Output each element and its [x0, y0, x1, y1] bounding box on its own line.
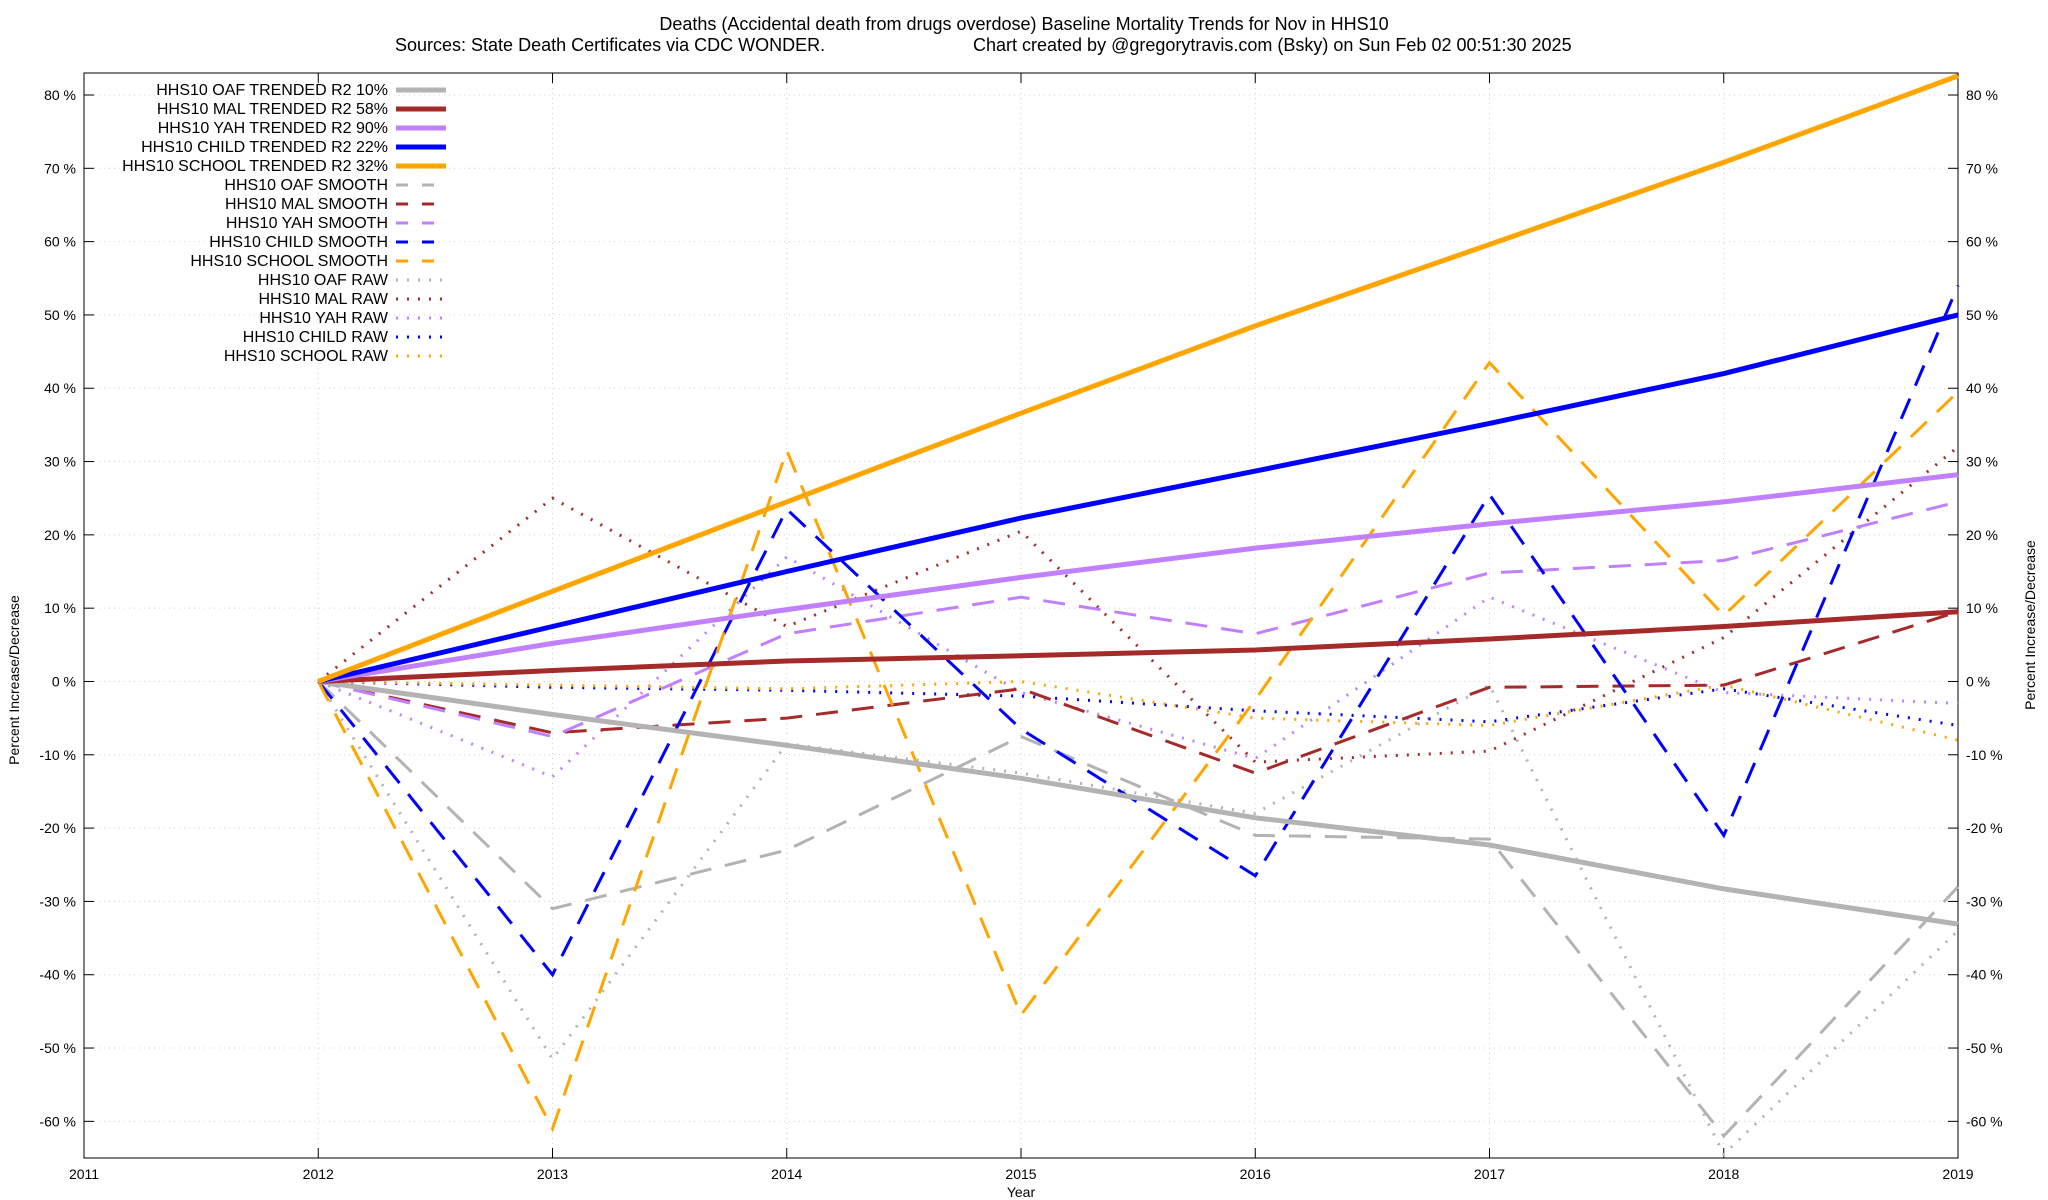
- chart-subtitle-left: Sources: State Death Certificates via CD…: [395, 35, 825, 55]
- legend-label: HHS10 MAL RAW: [258, 291, 388, 308]
- legend-label: HHS10 MAL SMOOTH: [225, 196, 388, 213]
- y-tick-label-right: 70 %: [1966, 160, 1998, 176]
- series-line-hhs10-mal-trended-r2-58: [318, 609, 1959, 684]
- y-tick-label-left: -50 %: [39, 1040, 76, 1056]
- x-tick-label: 2016: [1240, 1166, 1271, 1182]
- y-tick-label-left: 60 %: [44, 234, 76, 250]
- y-tick-label-right: -30 %: [1966, 893, 2003, 909]
- series-line-hhs10-mal-smooth: [317, 610, 1959, 775]
- series-line-hhs10-child-trended-r2-22: [317, 312, 1959, 684]
- y-tick-label-left: 70 %: [44, 160, 76, 176]
- series-line-hhs10-child-smooth: [317, 285, 1960, 978]
- x-tick-label: 2014: [771, 1166, 802, 1182]
- x-tick-label: 2012: [303, 1166, 334, 1182]
- legend-label: HHS10 CHILD TRENDED R2 22%: [141, 139, 388, 156]
- y-tick-label-left: 40 %: [44, 380, 76, 396]
- y-tick-label-right: 40 %: [1966, 380, 1998, 396]
- series-line-hhs10-school-smooth: [316, 360, 1960, 1133]
- legend-label: HHS10 SCHOOL TRENDED R2 32%: [122, 158, 388, 175]
- x-tick-label: 2015: [1005, 1166, 1036, 1182]
- series-line-hhs10-oaf-trended-r2-10: [317, 679, 1959, 927]
- y-tick-label-right: 80 %: [1966, 87, 1998, 103]
- y-tick-label-left: -40 %: [39, 967, 76, 983]
- legend: HHS10 OAF TRENDED R2 10% HHS10 MAL TRENDE…: [122, 82, 446, 365]
- legend-label: HHS10 CHILD SMOOTH: [209, 234, 388, 251]
- x-axis-title: Year: [1007, 1184, 1036, 1200]
- series-line-hhs10-yah-trended-r2-90: [317, 472, 1959, 684]
- legend-label: HHS10 OAF TRENDED R2 10%: [156, 82, 388, 99]
- chart-title: Deaths (Accidental death from drugs over…: [659, 14, 1388, 34]
- y-tick-label-right: -10 %: [1966, 747, 2003, 763]
- y-axis-title-right: Percent Increase/Decrease: [2022, 540, 2038, 710]
- series-line-hhs10-oaf-smooth: [317, 680, 1960, 1139]
- legend-label: HHS10 YAH SMOOTH: [226, 215, 388, 232]
- y-tick-label-right: 60 %: [1966, 234, 1998, 250]
- legend-label: HHS10 OAF SMOOTH: [224, 177, 388, 194]
- x-tick-label: 2011: [69, 1166, 99, 1182]
- x-tick-label: 2013: [537, 1166, 568, 1182]
- y-tick-label-left: 20 %: [44, 527, 76, 543]
- legend-label: HHS10 CHILD RAW: [243, 329, 389, 346]
- y-tick-label-left: 0 %: [52, 673, 76, 689]
- x-tick-label: 2017: [1474, 1166, 1505, 1182]
- y-tick-label-right: -20 %: [1966, 820, 2003, 836]
- y-tick-label-right: 50 %: [1966, 307, 1998, 323]
- y-tick-label-left: 30 %: [44, 454, 76, 470]
- series-line-hhs10-school-trended-r2-32: [317, 73, 1959, 684]
- y-tick-label-right: 20 %: [1966, 527, 1998, 543]
- y-tick-label-left: -30 %: [39, 893, 76, 909]
- series-line-hhs10-yah-raw: [317, 555, 1959, 779]
- x-tick-label: 2019: [1942, 1166, 1973, 1182]
- legend-label: HHS10 SCHOOL RAW: [224, 348, 389, 365]
- series-lines: [316, 73, 1960, 1157]
- series-line-hhs10-oaf-raw: [317, 680, 1960, 1157]
- y-axis-title-left: Percent Increase/Decrease: [6, 595, 22, 765]
- y-tick-label-right: -50 %: [1966, 1040, 2003, 1056]
- y-tick-label-left: 50 %: [44, 307, 76, 323]
- y-tick-label-right: 10 %: [1966, 600, 1998, 616]
- legend-label: HHS10 YAH TRENDED R2 90%: [158, 120, 388, 137]
- y-tick-label-left: -10 %: [39, 747, 76, 763]
- x-tick-label: 2018: [1708, 1166, 1739, 1182]
- y-tick-label-left: 10 %: [44, 600, 76, 616]
- y-tick-label-left: -20 %: [39, 820, 76, 836]
- legend-label: HHS10 YAH RAW: [259, 310, 389, 327]
- y-tick-label-right: 0 %: [1966, 673, 1990, 689]
- legend-label: HHS10 MAL TRENDED R2 58%: [157, 101, 388, 118]
- axis-ticks: -60 % -60 % -50 % -50 % -40 % -40 % -30 % -30 %…: [39, 73, 2003, 1182]
- chart-subtitle-right: Chart created by @gregorytravis.com (Bsk…: [973, 35, 1572, 55]
- legend-label: HHS10 SCHOOL SMOOTH: [190, 253, 388, 270]
- legend-label: HHS10 OAF RAW: [258, 272, 389, 289]
- series-line-hhs10-child-raw: [318, 680, 1959, 727]
- y-tick-label-right: -40 %: [1966, 967, 2003, 983]
- y-tick-label-left: 80 %: [44, 87, 76, 103]
- y-tick-label-left: -60 %: [39, 1113, 76, 1129]
- series-line-hhs10-yah-smooth: [317, 500, 1959, 739]
- y-tick-label-right: 30 %: [1966, 454, 1998, 470]
- y-tick-label-right: -60 %: [1966, 1113, 2003, 1129]
- series-line-hhs10-mal-raw: [317, 445, 1959, 764]
